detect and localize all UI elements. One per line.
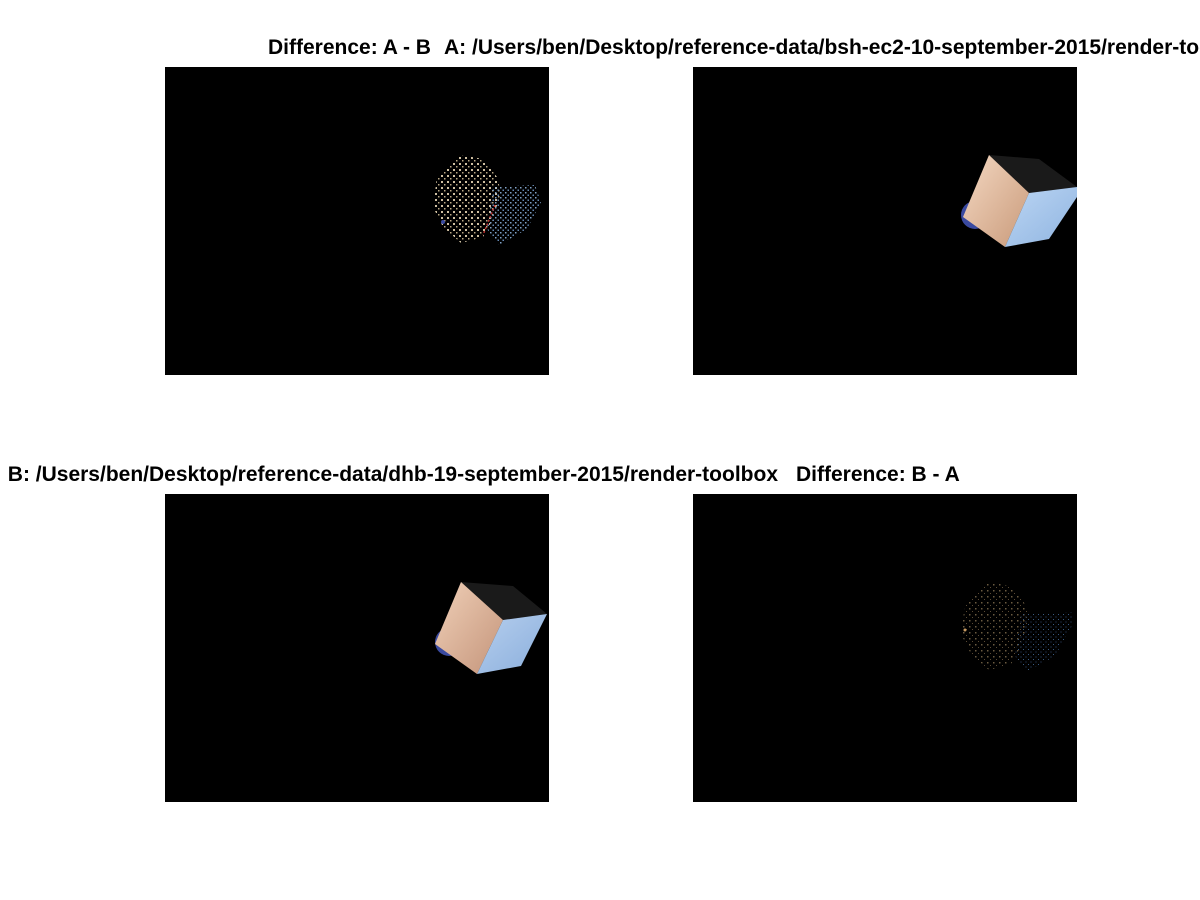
panel-title-difference-b-minus-a: Difference: B - A	[796, 463, 960, 486]
panel-title-render-b: B: /Users/ben/Desktop/reference-data/dhb…	[7, 463, 778, 486]
render-b-image	[165, 494, 549, 802]
render-b-canvas	[435, 582, 547, 674]
difference-b-minus-a-canvas	[961, 582, 1073, 672]
difference-a-minus-b-canvas	[433, 155, 541, 245]
panel-title-difference-a-minus-b: Difference: A - B	[268, 36, 431, 59]
difference-b-minus-a-image	[693, 494, 1077, 802]
render-a-image	[693, 67, 1077, 375]
cube-render-a	[961, 155, 1077, 247]
difference-speckle-cube	[433, 155, 541, 245]
panel-title-render-a: A: /Users/ben/Desktop/reference-data/bsh…	[444, 36, 1200, 59]
render-a-canvas	[961, 155, 1077, 247]
difference-faint-cube	[961, 582, 1073, 672]
cube-render-b	[435, 582, 547, 674]
difference-a-minus-b-image	[165, 67, 549, 375]
